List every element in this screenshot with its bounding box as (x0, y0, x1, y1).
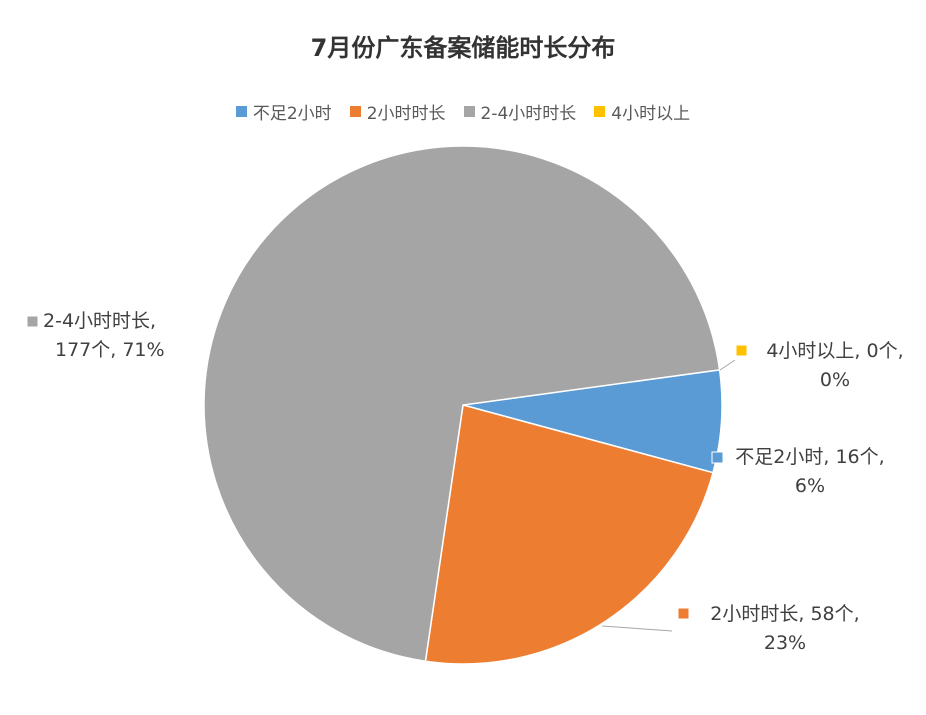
label-swatch (677, 607, 690, 620)
data-label-percent: 177个, 71% (55, 339, 165, 361)
data-label: 4小时以上, 0个, (766, 340, 903, 362)
legend-swatch (349, 106, 361, 117)
pie-slice (424, 404, 714, 665)
legend-swatch (235, 106, 247, 117)
legend-item: 2小时时长 (349, 99, 446, 124)
data-label-percent: 0% (820, 369, 850, 391)
legend: 不足2小时 2小时时长 2-4小时时长 4小时以上 (0, 99, 926, 124)
data-label: 2-4小时时长, (43, 310, 156, 332)
legend-label: 2小时时长 (366, 104, 446, 124)
legend-swatch (594, 106, 606, 117)
label-swatch (26, 315, 39, 328)
data-label-percent: 23% (764, 632, 806, 654)
leader-line (719, 359, 736, 371)
legend-item: 2-4小时时长 (463, 99, 577, 124)
legend-label: 2-4小时时长 (480, 104, 577, 124)
legend-swatch (463, 106, 475, 117)
chart-title: 7月份广东备案储能时长分布 (310, 34, 616, 62)
legend-item: 4小时以上 (594, 99, 690, 124)
legend-label: 4小时以上 (611, 104, 691, 124)
data-label-percent: 6% (795, 475, 825, 497)
legend-item: 不足2小时 (235, 99, 332, 124)
data-label: 不足2小时, 16个, (735, 446, 884, 468)
label-swatch (735, 344, 748, 357)
label-swatch (711, 451, 724, 464)
pie-slice (203, 145, 721, 663)
leader-line (601, 625, 673, 632)
legend-label: 不足2小时 (252, 104, 332, 124)
data-label: 2小时时长, 58个, (710, 603, 859, 625)
